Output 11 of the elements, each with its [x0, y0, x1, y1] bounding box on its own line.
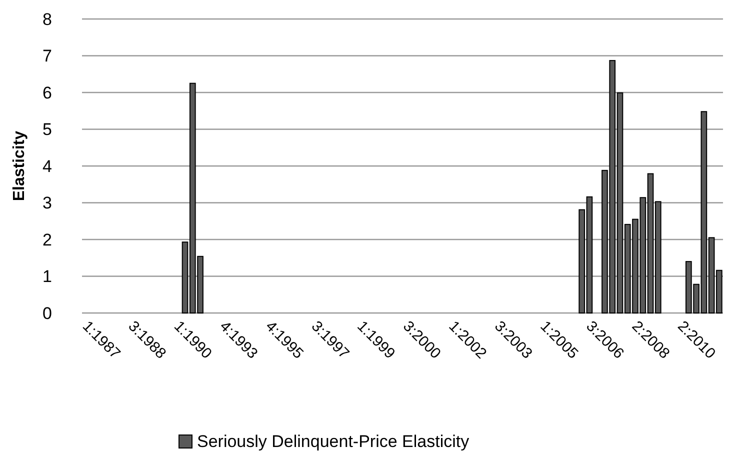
legend-label: Seriously Delinquent-Price Elasticity	[197, 432, 470, 451]
y-tick-label: 3	[42, 194, 52, 213]
y-tick-label: 6	[42, 83, 52, 102]
y-tick-label: 1	[42, 267, 52, 286]
y-tick-label: 0	[42, 304, 52, 323]
y-tick-label: 5	[42, 120, 52, 140]
y-tick-label: 2	[42, 230, 52, 250]
y-tick-label: 7	[42, 46, 52, 66]
y-tick-label: 8	[42, 10, 52, 29]
y-tick-label: 4	[42, 156, 52, 176]
y-axis-title: Elasticity	[11, 130, 28, 202]
